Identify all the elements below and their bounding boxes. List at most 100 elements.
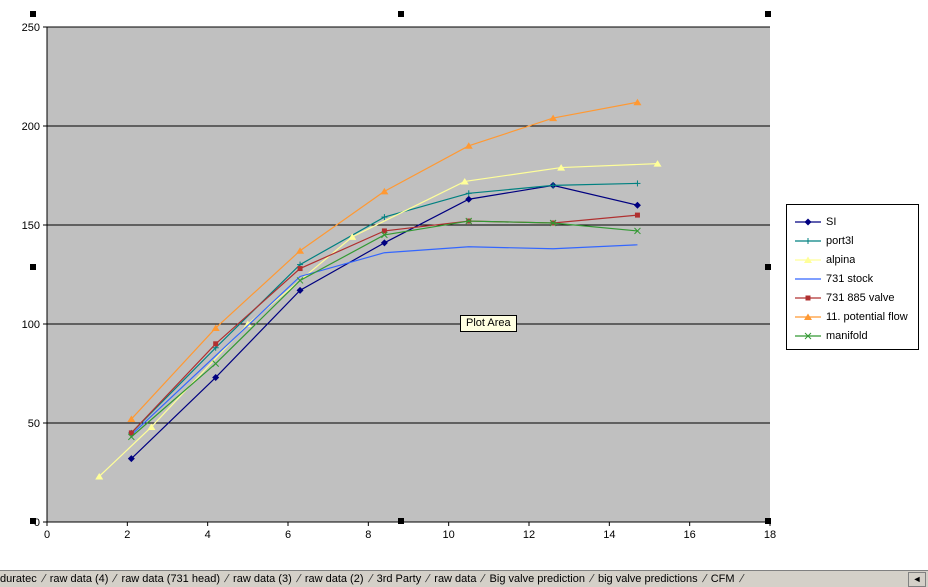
selection-handle-bottom-center[interactable] [398, 518, 404, 524]
series-marker[interactable] [634, 212, 640, 218]
legend-sample [795, 256, 821, 263]
series-line[interactable] [130, 244, 638, 436]
series-marker[interactable] [348, 233, 357, 240]
series-marker[interactable] [297, 266, 303, 272]
selection-handle-top-right[interactable] [765, 11, 771, 17]
x-tick-label: 10 [443, 529, 455, 541]
series-marker[interactable] [804, 332, 812, 339]
series-marker[interactable] [147, 423, 156, 430]
series-marker[interactable] [296, 247, 305, 254]
x-tick-label: 14 [603, 529, 615, 541]
legend-label: manifold [826, 329, 868, 342]
selection-handle-bottom-left[interactable] [30, 518, 36, 524]
x-tick-label: 4 [205, 529, 211, 541]
series-marker[interactable] [127, 455, 135, 463]
legend-sample [795, 277, 821, 280]
x-tick-label: 0 [44, 529, 50, 541]
series-marker[interactable] [460, 177, 469, 185]
legend-label: alpina [826, 253, 856, 266]
y-tick-label: 250 [22, 22, 40, 34]
sheet-tab[interactable]: raw data (3) [233, 573, 292, 585]
y-tick-label: 50 [28, 418, 40, 430]
series-marker[interactable] [296, 286, 304, 294]
legend-label: SI [826, 215, 837, 228]
series-marker[interactable] [557, 164, 566, 171]
y-tick-label: 0 [34, 517, 40, 529]
series-marker[interactable] [127, 433, 135, 441]
x-tick-label: 2 [124, 529, 130, 541]
y-tick-label: 200 [22, 121, 40, 133]
tab-scroll-left-button[interactable]: ◄ [908, 571, 926, 587]
series-marker[interactable] [805, 295, 811, 300]
sheet-tab[interactable]: duratec [0, 573, 37, 585]
series-marker[interactable] [549, 219, 557, 227]
sheet-tab[interactable]: raw data (731 head) [121, 573, 220, 585]
sheet-tab[interactable]: raw data (2) [304, 573, 364, 585]
sheet-tab[interactable]: big valve predictions [598, 573, 698, 585]
series-marker[interactable] [296, 277, 304, 284]
series-marker[interactable] [211, 324, 220, 331]
series-marker[interactable] [804, 313, 812, 320]
legend-item[interactable]: alpina [795, 250, 914, 269]
series-marker[interactable] [213, 341, 219, 347]
chart-legend[interactable]: SI port3l alpina 731 stock 731 885 valve 11. … [786, 204, 919, 350]
x-tick-label: 6 [285, 529, 291, 541]
series-marker[interactable] [380, 187, 389, 195]
plot-area-tooltip-text: Plot Area [466, 317, 511, 329]
series-marker[interactable] [128, 430, 134, 436]
series-marker[interactable] [465, 217, 473, 225]
series-marker[interactable] [95, 472, 104, 480]
y-tick-label: 100 [22, 319, 40, 331]
series-marker[interactable] [653, 160, 662, 167]
legend-item[interactable]: 731 stock [795, 269, 914, 288]
series-marker[interactable] [212, 360, 220, 367]
plot-area[interactable] [47, 27, 770, 522]
legend-label: port3l [826, 234, 854, 247]
sheet-tab[interactable]: CFM [710, 573, 735, 585]
legend-sample [795, 295, 821, 300]
series-marker[interactable] [634, 227, 641, 235]
x-tick-label: 8 [365, 529, 371, 541]
legend-sample [795, 218, 821, 225]
legend-item[interactable]: 11. potential flow [795, 307, 914, 326]
legend-item[interactable]: manifold [795, 326, 914, 345]
sheet-tab-bar: duratec / raw data (4) / raw data (731 head)… [0, 570, 928, 587]
series-marker[interactable] [243, 320, 252, 328]
x-tick-label: 12 [523, 529, 535, 541]
series-marker[interactable] [380, 239, 388, 247]
x-tick-label: 18 [764, 529, 776, 541]
selection-handle-mid-right[interactable] [765, 264, 771, 270]
legend-item[interactable]: port3l [795, 231, 914, 250]
selection-handle-top-center[interactable] [398, 11, 404, 17]
sheet-tab[interactable]: raw data (4) [49, 573, 109, 585]
series-marker[interactable] [464, 142, 473, 149]
chart-svg: 0 50 100 150 200 250 0 2 4 6 8 10 12 14 16 18 [22, 22, 776, 541]
sheet-tab[interactable]: raw data [434, 573, 477, 585]
series-marker[interactable] [804, 218, 812, 225]
legend-sample [795, 332, 821, 339]
selection-handle-bottom-right[interactable] [765, 518, 771, 524]
series-marker[interactable] [127, 415, 136, 423]
legend-item[interactable]: 731 885 valve [795, 288, 914, 307]
series-marker[interactable] [804, 256, 812, 263]
series-marker[interactable] [633, 201, 641, 209]
series-marker[interactable] [633, 98, 642, 106]
series-marker[interactable] [381, 231, 388, 239]
selection-handle-top-left[interactable] [30, 11, 36, 17]
legend-label: 731 885 valve [826, 291, 895, 304]
legend-sample [795, 237, 821, 244]
legend-item[interactable]: SI [795, 212, 914, 231]
series-marker[interactable] [212, 373, 220, 381]
sheet-tab[interactable]: Big valve prediction [489, 573, 585, 585]
selection-handle-mid-left[interactable] [30, 264, 36, 270]
series-marker[interactable] [381, 228, 387, 234]
legend-label: 731 stock [826, 272, 874, 285]
plot-area-tooltip: Plot Area [460, 315, 517, 332]
sheet-tab[interactable]: 3rd Party [376, 573, 422, 585]
sheet-tab-strip: duratec / raw data (4) / raw data (731 head)… [0, 573, 906, 585]
series-marker[interactable] [465, 195, 473, 203]
series-marker[interactable] [549, 114, 558, 122]
legend-label: 11. potential flow [826, 310, 908, 323]
legend-sample [795, 313, 821, 320]
